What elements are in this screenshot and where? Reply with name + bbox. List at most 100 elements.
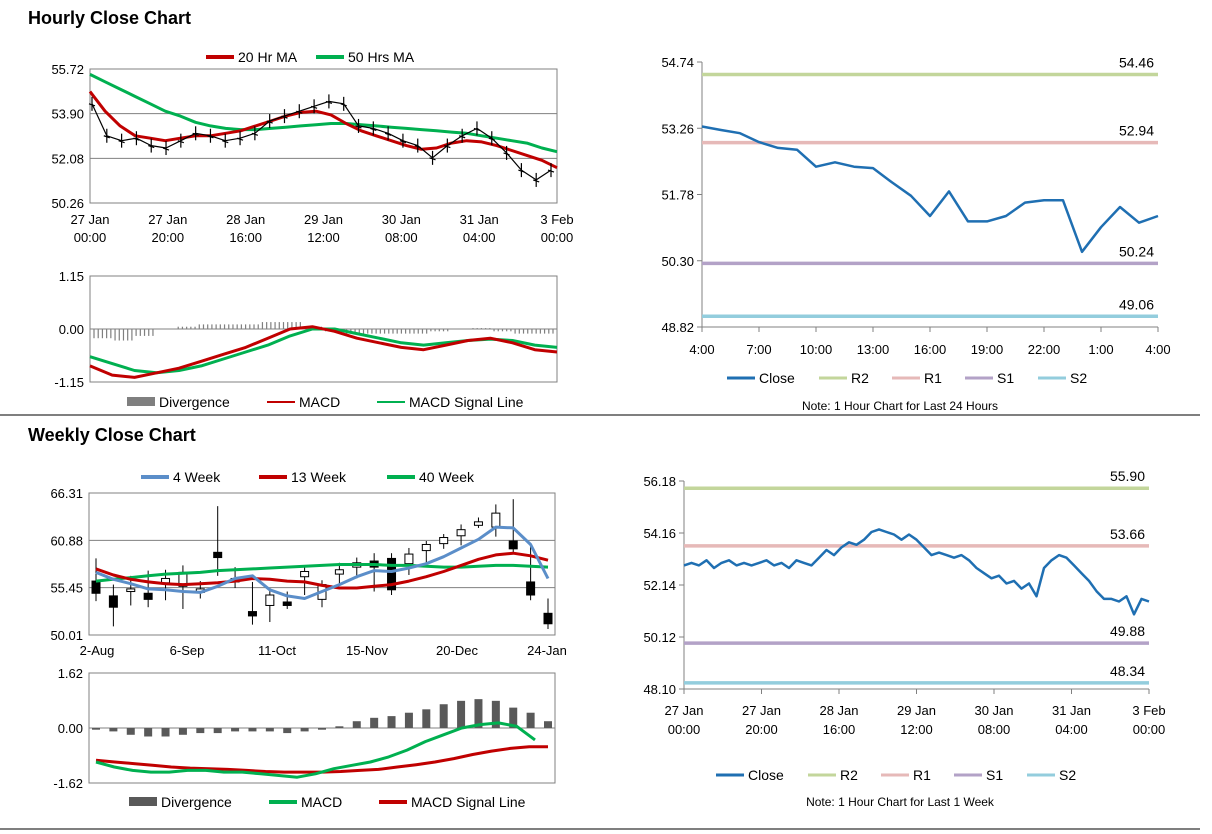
y-tick-label: 54.16 bbox=[643, 526, 676, 541]
x-tick-label: 12:00 bbox=[900, 722, 933, 737]
divergence-bar bbox=[196, 728, 205, 734]
y-tick-label: 51.78 bbox=[661, 188, 694, 203]
divergence-bar bbox=[92, 728, 100, 730]
y-tick-label: 60.88 bbox=[50, 533, 83, 548]
legend-s2-label: S2 bbox=[1059, 767, 1076, 783]
divergence-bar bbox=[335, 726, 344, 728]
y-tick-label: 1.62 bbox=[58, 666, 83, 681]
candle-body bbox=[143, 592, 153, 600]
legend-signal-label: MACD Signal Line bbox=[411, 794, 526, 810]
hourly-macd-chart: 1.15 0.00 -1.15 Divergence MACD MACD Signal L… bbox=[54, 269, 558, 410]
ma20-line bbox=[88, 90, 558, 170]
close-tick bbox=[266, 120, 273, 124]
close-tick bbox=[355, 125, 362, 129]
y-tick-label: 55.72 bbox=[51, 62, 84, 77]
close-tick bbox=[444, 145, 451, 149]
macd-line bbox=[89, 325, 558, 379]
hourly-levels-chart: 54.74 53.26 51.78 50.30 48.82 4:00 7:00 10:00 13… bbox=[661, 55, 1170, 413]
close-line bbox=[701, 125, 1159, 254]
s2-level-label: 49.06 bbox=[1119, 296, 1154, 312]
x-tick-label: 2-Aug bbox=[80, 643, 115, 658]
x-tick-label: 3 Feb bbox=[540, 212, 573, 227]
r2-level-label: 54.46 bbox=[1119, 55, 1154, 71]
divergence-bar bbox=[283, 728, 292, 734]
candle-body bbox=[91, 580, 101, 594]
x-tick-label: 16:00 bbox=[914, 342, 947, 357]
x-tick-label: 20:00 bbox=[152, 230, 185, 245]
x-tick-label: 04:00 bbox=[463, 230, 496, 245]
close-tick bbox=[222, 140, 229, 144]
divergence-bar bbox=[474, 699, 483, 728]
candle-body bbox=[334, 569, 344, 575]
y-tick-label: 48.82 bbox=[661, 320, 694, 335]
x-tick-label: 1:00 bbox=[1088, 342, 1113, 357]
divergence-bar bbox=[526, 712, 535, 728]
x-tick-label: 4:00 bbox=[689, 342, 714, 357]
divergence-bar bbox=[161, 728, 170, 737]
x-tick-label: 7:00 bbox=[746, 342, 771, 357]
x-tick-label: 31 Jan bbox=[1052, 703, 1091, 718]
legend-divergence-label: Divergence bbox=[161, 794, 232, 810]
x-tick-label: 00:00 bbox=[74, 230, 107, 245]
r2-level-label: 55.90 bbox=[1110, 468, 1145, 484]
close-tick bbox=[162, 147, 170, 151]
divergence-bar bbox=[231, 728, 240, 732]
x-tick-label: 16:00 bbox=[823, 722, 856, 737]
candle-body bbox=[508, 540, 518, 550]
legend-divergence-swatch bbox=[127, 397, 155, 406]
y-tick-label: 53.90 bbox=[51, 107, 84, 122]
candle-body bbox=[473, 521, 483, 526]
section-divider bbox=[0, 414, 1200, 416]
candle-body bbox=[108, 595, 118, 608]
candle-body bbox=[421, 543, 431, 552]
close-line bbox=[91, 100, 552, 181]
wk40-line bbox=[95, 563, 549, 583]
legend-ma50-label: 50 Hrs MA bbox=[348, 49, 415, 65]
s1-level-label: 50.24 bbox=[1119, 243, 1154, 259]
legend-s1-label: S1 bbox=[997, 370, 1014, 386]
hourly-section-title: Hourly Close Chart bbox=[28, 8, 192, 28]
divergence-bar bbox=[439, 704, 448, 728]
y-tick-label: 50.30 bbox=[661, 254, 694, 269]
weekly-price-chart: 66.31 60.88 55.45 50.012-Aug 6-Sep 11-Oct 15-N… bbox=[50, 469, 566, 658]
legend-13week-label: 13 Week bbox=[291, 469, 347, 485]
close-line bbox=[683, 528, 1150, 616]
divergence-bar bbox=[213, 728, 222, 734]
legend-s1-label: S1 bbox=[986, 767, 1003, 783]
x-tick-label: 13:00 bbox=[857, 342, 890, 357]
y-tick-label: 0.00 bbox=[59, 322, 84, 337]
divergence-bar bbox=[544, 721, 552, 728]
legend-close-label: Close bbox=[748, 767, 784, 783]
x-tick-label: 12:00 bbox=[307, 230, 340, 245]
r1-level-label: 52.94 bbox=[1119, 123, 1154, 139]
y-tick-label: 50.12 bbox=[643, 630, 676, 645]
wk13-line bbox=[95, 551, 549, 590]
candle-body bbox=[126, 588, 136, 593]
legend-divergence-label: Divergence bbox=[159, 394, 230, 410]
x-tick-label: 11-Oct bbox=[258, 643, 296, 658]
close-tick bbox=[399, 140, 407, 144]
weekly-section-title: Weekly Close Chart bbox=[28, 425, 196, 445]
x-tick-label: 08:00 bbox=[978, 722, 1011, 737]
divergence-bar bbox=[126, 728, 135, 735]
x-tick-label: 19:00 bbox=[971, 342, 1004, 357]
candle-body bbox=[213, 551, 223, 559]
candle-body bbox=[247, 611, 257, 617]
legend-r1-label: R1 bbox=[913, 767, 931, 783]
candle-body bbox=[491, 512, 501, 528]
y-tick-label: -1.15 bbox=[54, 375, 84, 390]
legend-r2-label: R2 bbox=[851, 370, 869, 386]
x-tick-label: 29 Jan bbox=[304, 212, 343, 227]
candle-body bbox=[300, 570, 310, 578]
legend-macd-label: MACD bbox=[301, 794, 342, 810]
close-tick bbox=[103, 135, 110, 139]
legend-close-label: Close bbox=[759, 370, 795, 386]
y-tick-label: 0.00 bbox=[58, 721, 83, 736]
y-tick-label: 56.18 bbox=[643, 474, 676, 489]
candle-body bbox=[456, 529, 466, 537]
wk4-line bbox=[95, 525, 550, 600]
y-tick-label: 54.74 bbox=[661, 55, 694, 70]
legend-r2-label: R2 bbox=[840, 767, 858, 783]
x-tick-label: 30 Jan bbox=[974, 703, 1013, 718]
